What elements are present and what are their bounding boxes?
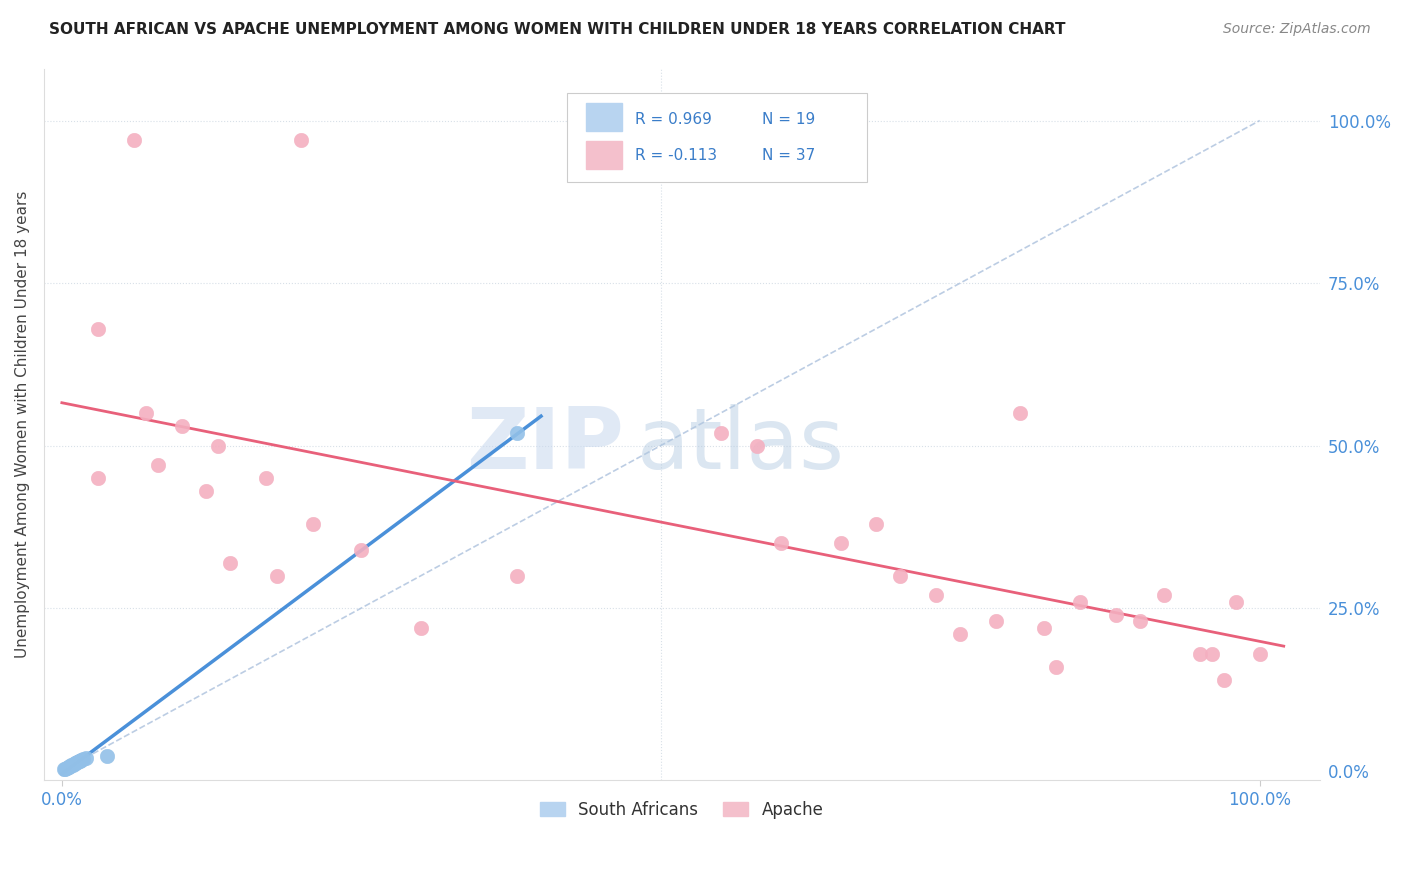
Point xyxy=(122,133,145,147)
Point xyxy=(506,568,529,582)
Text: N = 19: N = 19 xyxy=(762,112,815,128)
Point xyxy=(302,516,325,531)
Point xyxy=(1188,647,1211,661)
Point xyxy=(59,759,82,773)
Point xyxy=(254,471,277,485)
Point xyxy=(889,568,911,582)
Point xyxy=(87,471,110,485)
Point xyxy=(1069,594,1091,608)
Bar xyxy=(586,103,621,131)
Point xyxy=(506,425,529,440)
Point xyxy=(1249,647,1271,661)
Point xyxy=(146,458,169,472)
Point xyxy=(290,133,312,147)
Point xyxy=(66,755,89,769)
Point xyxy=(266,568,288,582)
Point xyxy=(53,762,76,776)
Point xyxy=(70,753,93,767)
Point xyxy=(69,754,91,768)
FancyBboxPatch shape xyxy=(567,94,866,182)
Text: ZIP: ZIP xyxy=(467,404,624,487)
Point xyxy=(207,438,229,452)
Point xyxy=(62,757,84,772)
Point xyxy=(72,752,94,766)
Point xyxy=(67,755,90,769)
Point xyxy=(1225,594,1247,608)
Point xyxy=(949,627,972,641)
Text: N = 37: N = 37 xyxy=(762,148,815,163)
Point xyxy=(55,761,77,775)
Point xyxy=(1033,621,1056,635)
Text: R = -0.113: R = -0.113 xyxy=(634,148,717,163)
Point xyxy=(135,406,157,420)
Y-axis label: Unemployment Among Women with Children Under 18 years: Unemployment Among Women with Children U… xyxy=(15,191,30,658)
Text: atlas: atlas xyxy=(637,404,845,487)
Point xyxy=(58,759,80,773)
Point xyxy=(710,425,733,440)
Point xyxy=(986,614,1008,628)
Point xyxy=(60,758,83,772)
Point xyxy=(65,756,87,770)
Point xyxy=(170,419,193,434)
Point xyxy=(745,438,768,452)
Point xyxy=(96,749,118,764)
Point xyxy=(865,516,887,531)
Point xyxy=(1153,588,1175,602)
Point xyxy=(1129,614,1152,628)
Point xyxy=(63,756,86,771)
Point xyxy=(411,621,433,635)
Point xyxy=(925,588,948,602)
Point xyxy=(218,556,240,570)
Text: SOUTH AFRICAN VS APACHE UNEMPLOYMENT AMONG WOMEN WITH CHILDREN UNDER 18 YEARS CO: SOUTH AFRICAN VS APACHE UNEMPLOYMENT AMO… xyxy=(49,22,1066,37)
Point xyxy=(1212,673,1234,687)
Point xyxy=(1010,406,1032,420)
Point xyxy=(87,321,110,335)
Point xyxy=(1045,659,1067,673)
Point xyxy=(350,542,373,557)
Point xyxy=(56,760,79,774)
Bar xyxy=(586,141,621,169)
Text: Source: ZipAtlas.com: Source: ZipAtlas.com xyxy=(1223,22,1371,37)
Text: R = 0.969: R = 0.969 xyxy=(634,112,711,128)
Point xyxy=(55,762,77,776)
Point xyxy=(769,536,792,550)
Point xyxy=(63,757,86,772)
Legend: South Africans, Apache: South Africans, Apache xyxy=(533,794,830,825)
Point xyxy=(1201,647,1223,661)
Point xyxy=(1105,607,1128,622)
Point xyxy=(194,483,217,498)
Point xyxy=(75,750,97,764)
Point xyxy=(830,536,852,550)
